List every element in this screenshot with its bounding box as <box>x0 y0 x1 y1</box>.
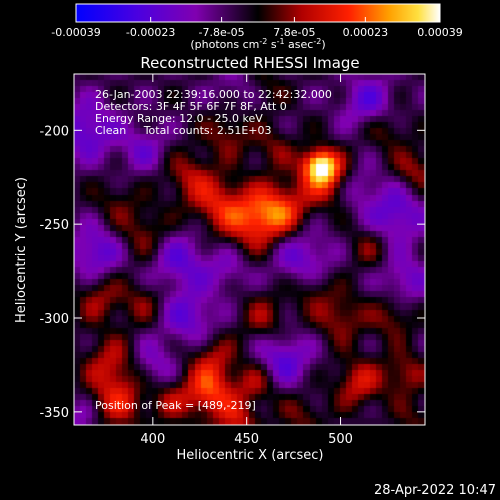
colorbar-tick-label: 7.8e-05 <box>273 26 315 39</box>
y-tick-label: -250 <box>39 218 69 233</box>
x-tick-label: 450 <box>234 432 259 447</box>
x-tick-label: 500 <box>328 432 353 447</box>
annotation-energy: Energy Range: 12.0 - 25.0 keV <box>95 112 263 125</box>
colorbar-units-end: ) <box>321 38 325 51</box>
y-tick-label: -300 <box>39 312 69 327</box>
colorbar-tick-label: -0.00039 <box>51 26 100 39</box>
colorbar-tick-label: 0.00039 <box>417 26 463 39</box>
y-tick-label: -200 <box>39 124 69 139</box>
colorbar-units-text: (photons cm <box>190 38 259 51</box>
colorbar-tick-label: 0.00023 <box>343 26 389 39</box>
plot-frame <box>73 73 426 426</box>
colorbar-units-sup3: -2 <box>313 37 321 46</box>
peak-annotation: Position of Peak = [489,-219] <box>95 399 256 412</box>
colorbar-tick-label: -0.00023 <box>126 26 175 39</box>
colorbar-units-sup2: -1 <box>277 37 285 46</box>
colorbar-units-sup1: -2 <box>259 37 267 46</box>
y-axis-label: Heliocentric Y (arcsec) <box>14 177 29 323</box>
axis-ticks: 400 450 500 -350 -300 -250 -200 <box>39 74 425 447</box>
colorbar-tick-label: -7.8e-05 <box>198 26 244 39</box>
chart-title: Reconstructed RHESSI Image <box>140 54 359 72</box>
x-axis-label: Heliocentric X (arcsec) <box>177 448 324 463</box>
header-annotations: 26-Jan-2003 22:39:16.000 to 22:42:32.000… <box>95 88 332 137</box>
colorbar-ticks: -0.00039 -0.00023 -7.8e-05 7.8e-05 0.00023 0.… <box>51 17 463 39</box>
annotation-time: 26-Jan-2003 22:39:16.000 to 22:42:32.000 <box>95 88 332 101</box>
footer-date: 28-Apr-2022 10:47 <box>374 483 496 498</box>
heatmap-image <box>74 74 425 425</box>
colorbar-units: (photons cm-2 s-1 asec-2) <box>190 37 325 51</box>
colorbar-units-mid2: asec <box>285 38 314 51</box>
colorbar-units-mid1: s <box>267 38 276 51</box>
annotation-detectors: Detectors: 3F 4F 5F 6F 7F 8F, Att 0 <box>95 100 287 113</box>
y-tick-label: -350 <box>39 406 69 421</box>
annotation-clean: Clean Total counts: 2.51E+03 <box>95 124 272 137</box>
colorbar <box>75 3 441 23</box>
x-tick-label: 400 <box>140 432 165 447</box>
